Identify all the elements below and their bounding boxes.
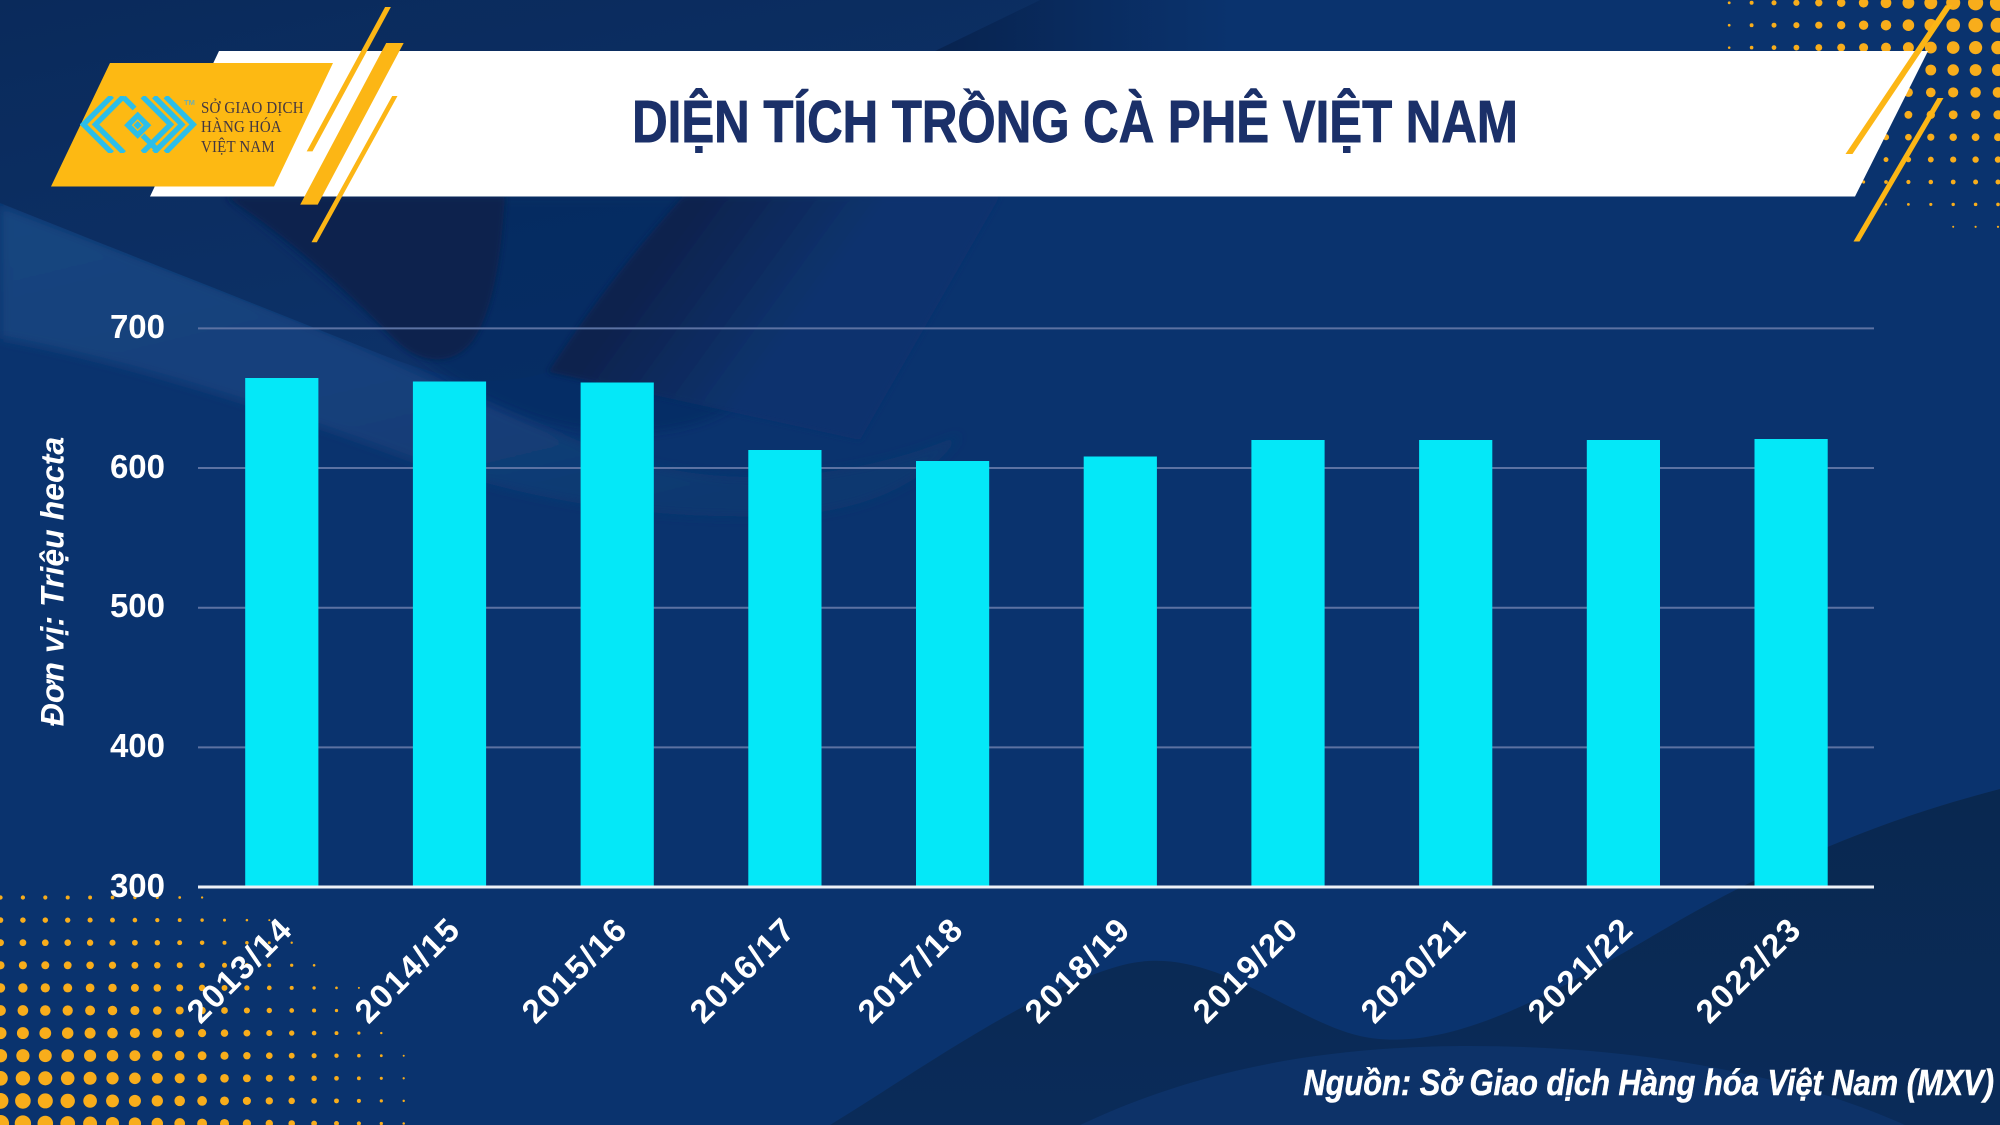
svg-text:TM: TM (184, 98, 195, 107)
